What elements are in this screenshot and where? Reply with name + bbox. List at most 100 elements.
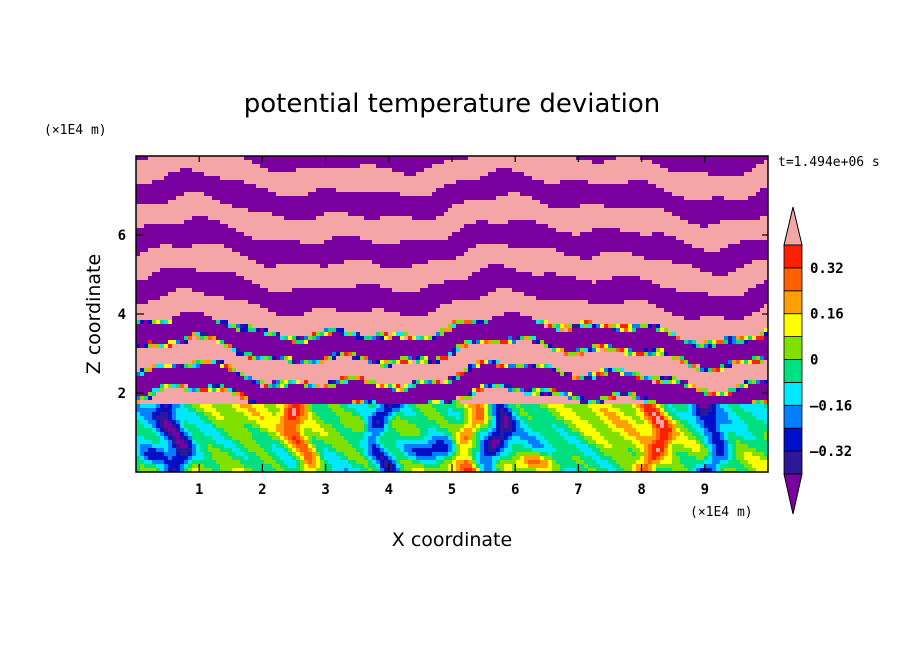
contour-cell [648, 248, 653, 253]
contour-cell [280, 264, 285, 269]
contour-cell [760, 160, 765, 165]
contour-cell [560, 256, 565, 261]
contour-cell [452, 280, 457, 285]
contour-cell [212, 244, 217, 249]
contour-cell [288, 184, 293, 189]
contour-cell [496, 264, 501, 269]
contour-cell [648, 180, 653, 185]
contour-cell [140, 176, 145, 181]
contour-cell [296, 212, 301, 217]
contour-cell [592, 184, 597, 189]
contour-cell [244, 172, 249, 177]
contour-cell [640, 220, 645, 225]
contour-cell [332, 172, 337, 177]
contour-cell [396, 176, 401, 181]
contour-cell [480, 216, 485, 221]
contour-cell [576, 160, 581, 165]
contour-cell [312, 252, 317, 257]
contour-cell [520, 156, 525, 161]
contour-cell [608, 240, 613, 245]
contour-cell [584, 204, 589, 209]
contour-cell [168, 240, 173, 245]
contour-cell [712, 160, 717, 165]
contour-cell [336, 256, 341, 261]
contour-cell [148, 280, 153, 285]
contour-cell [248, 256, 253, 261]
contour-cell [628, 176, 633, 181]
contour-cell [400, 244, 405, 249]
contour-cell [644, 268, 649, 273]
contour-cell [692, 208, 697, 213]
contour-cell [744, 264, 749, 269]
contour-cell [140, 212, 145, 217]
contour-cell [496, 168, 501, 173]
contour-cell [152, 160, 157, 165]
contour-cell [364, 156, 369, 161]
contour-cell [260, 200, 265, 205]
contour-cell [660, 220, 665, 225]
contour-cell [700, 224, 705, 229]
contour-cell [696, 204, 701, 209]
contour-cell [648, 188, 653, 193]
contour-cell [444, 248, 449, 253]
contour-cell [612, 208, 617, 213]
contour-cell [620, 268, 625, 273]
contour-cell [200, 264, 205, 269]
contour-cell [144, 212, 149, 217]
contour-cell [500, 172, 505, 177]
contour-cell [684, 264, 689, 269]
contour-cell [592, 200, 597, 205]
contour-cell [440, 172, 445, 177]
contour-cell [720, 236, 725, 241]
contour-cell [568, 204, 573, 209]
contour-cell [640, 156, 645, 161]
contour-cell [300, 220, 305, 225]
contour-cell [716, 252, 721, 257]
contour-cell [508, 252, 513, 257]
contour-cell [672, 176, 677, 181]
contour-cell [208, 204, 213, 209]
contour-cell [492, 252, 497, 257]
contour-cell [464, 260, 469, 265]
contour-cell [272, 204, 277, 209]
contour-cell [164, 228, 169, 233]
contour-cell [536, 224, 541, 229]
contour-cell [568, 276, 573, 281]
contour-cell [376, 168, 381, 173]
contour-cell [592, 256, 597, 261]
contour-cell [564, 184, 569, 189]
contour-cell [204, 168, 209, 173]
contour-cell [192, 268, 197, 273]
contour-cell [552, 272, 557, 277]
contour-cell [160, 196, 165, 201]
contour-cell [460, 272, 465, 277]
contour-cell [568, 200, 573, 205]
contour-cell [752, 252, 757, 257]
contour-cell [260, 180, 265, 185]
contour-cell [704, 236, 709, 241]
contour-cell [244, 224, 249, 229]
contour-cell [652, 208, 657, 213]
contour-cell [376, 180, 381, 185]
contour-cell [148, 164, 153, 169]
contour-cell [544, 200, 549, 205]
contour-cell [592, 216, 597, 221]
contour-cell [648, 260, 653, 265]
contour-cell [388, 160, 393, 165]
contour-cell [572, 188, 577, 193]
contour-cell [604, 204, 609, 209]
contour-cell [328, 204, 333, 209]
contour-cell [300, 216, 305, 221]
contour-cell [372, 208, 377, 213]
contour-cell [204, 252, 209, 257]
contour-cell [384, 180, 389, 185]
contour-cell [460, 160, 465, 165]
contour-cell [400, 172, 405, 177]
contour-cell [440, 168, 445, 173]
contour-cell [140, 192, 145, 197]
contour-cell [488, 212, 493, 217]
contour-cell [512, 272, 517, 277]
contour-cell [420, 180, 425, 185]
contour-cell [392, 228, 397, 233]
contour-cell [536, 236, 541, 241]
